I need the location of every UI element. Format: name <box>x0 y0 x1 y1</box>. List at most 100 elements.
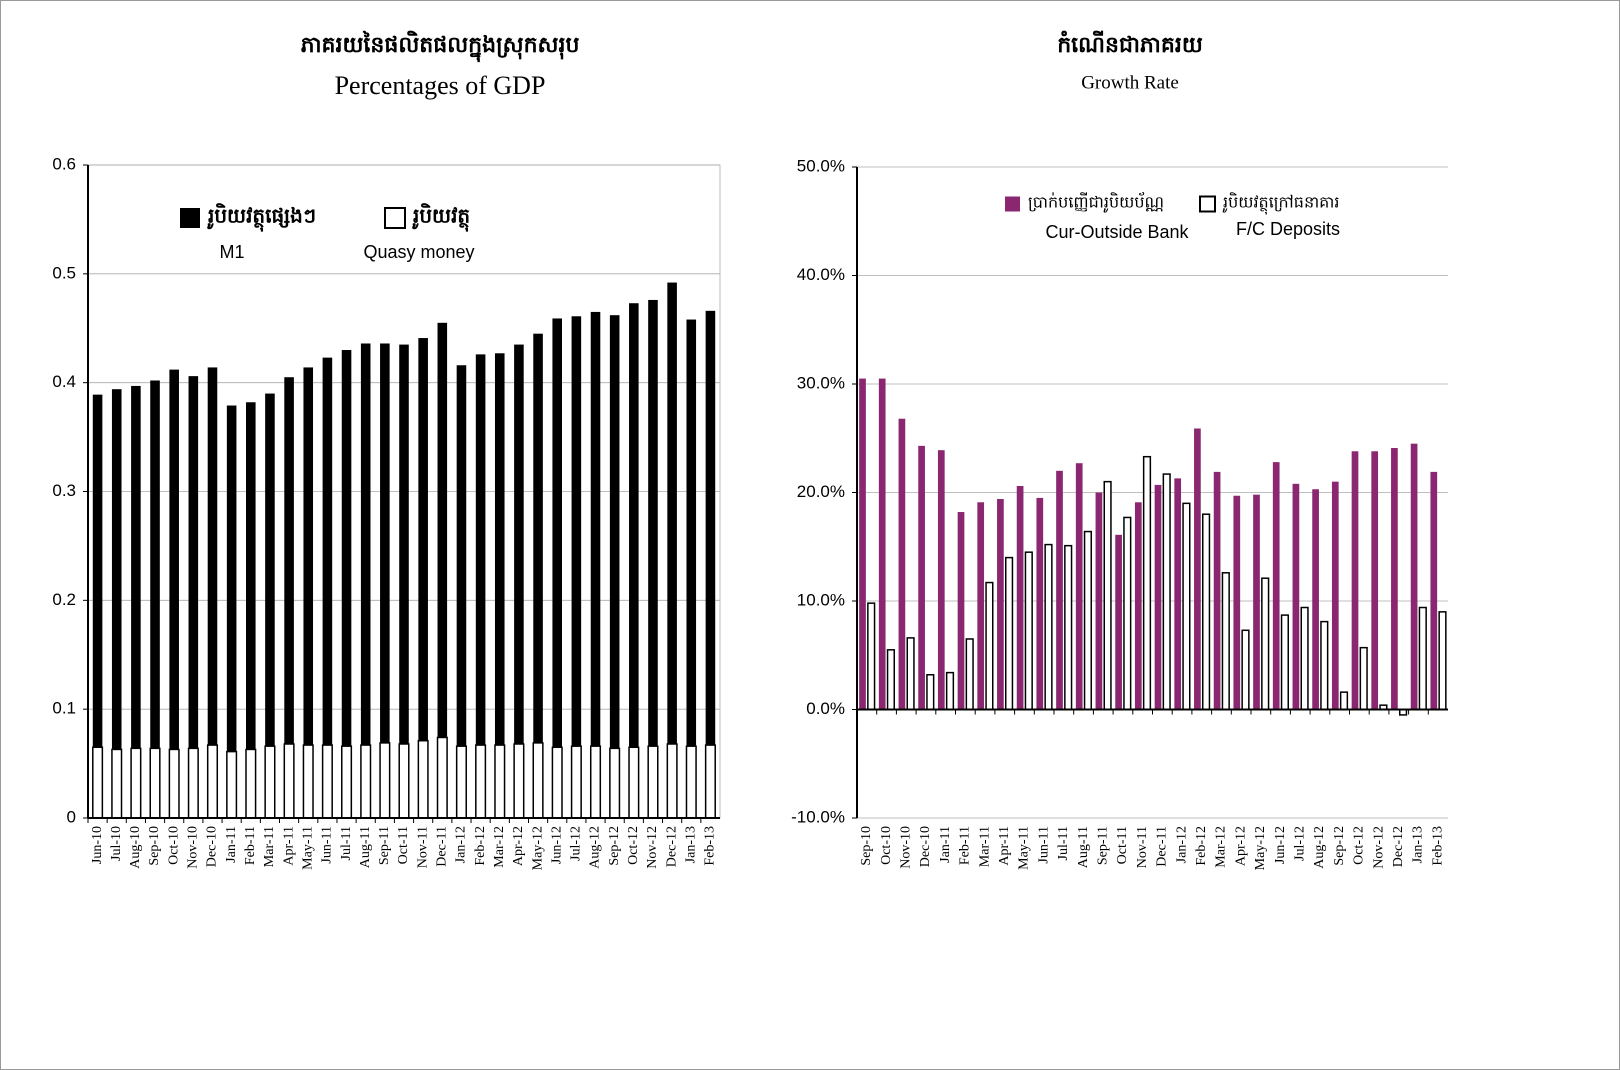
bar <box>898 418 906 710</box>
x-tick-label: Apr-11 <box>997 826 1012 866</box>
bar <box>245 748 257 819</box>
bar <box>514 344 524 744</box>
x-tick-label: Oct-10 <box>879 826 894 865</box>
bar <box>1134 502 1142 710</box>
bar <box>1351 451 1359 710</box>
bar <box>1036 497 1044 710</box>
bar <box>1320 620 1329 711</box>
bar <box>878 378 886 710</box>
x-tick-label: Feb-13 <box>703 826 718 866</box>
y-tick-label: 30.0% <box>797 373 845 392</box>
bar <box>918 445 925 710</box>
bar <box>945 671 955 711</box>
x-tick-label: Sep-10 <box>147 826 162 866</box>
bar <box>283 743 295 819</box>
bar <box>628 746 640 819</box>
bar <box>977 502 985 710</box>
y-tick-label: 0 <box>67 807 76 826</box>
bar <box>937 450 945 710</box>
y-tick-label: 0.5 <box>52 263 76 282</box>
chart-title: កំណើនជាភាគរយ <box>1057 30 1203 57</box>
x-tick-label: Feb-13 <box>1430 826 1445 866</box>
bar <box>1272 462 1280 710</box>
legend-label-en: Cur-Outside Bank <box>1045 222 1189 242</box>
x-tick-label: Aug-11 <box>1076 826 1091 868</box>
bar <box>1410 443 1418 710</box>
y-tick-label: -10.0% <box>791 807 845 826</box>
bar <box>418 338 428 741</box>
chart-subtitle: Growth Rate <box>1081 72 1179 93</box>
x-tick-label: Jul-11 <box>1056 826 1071 860</box>
bar <box>957 512 965 710</box>
bar <box>169 369 179 750</box>
x-tick-label: Nov-10 <box>898 826 913 869</box>
bar <box>303 367 314 746</box>
x-tick-label: Mar-12 <box>492 826 507 868</box>
bar <box>647 745 659 819</box>
bar <box>379 742 391 819</box>
bar <box>1221 572 1230 711</box>
chart-subtitle: Percentages of GDP <box>335 71 546 100</box>
bar <box>1261 577 1270 711</box>
x-tick-label: Dec-10 <box>918 826 933 867</box>
bar <box>1194 428 1201 710</box>
x-tick-label: Aug-11 <box>358 826 373 868</box>
bar <box>399 344 409 744</box>
bar <box>1044 543 1053 711</box>
bar <box>1064 544 1073 711</box>
x-tick-label: Aug-12 <box>588 826 603 869</box>
x-tick-label: Feb-12 <box>473 826 488 866</box>
x-tick-label: Aug-12 <box>1312 826 1327 869</box>
bar <box>965 638 974 711</box>
x-tick-label: Apr-12 <box>511 826 526 866</box>
x-tick-label: Jun-11 <box>320 826 335 864</box>
bar <box>685 745 697 819</box>
legend-label: ប្រាក់បញ្ញើជារូបិយប័ណ្ណ <box>1028 192 1164 214</box>
y-tick-label: 0.2 <box>52 590 76 609</box>
bar <box>859 378 866 710</box>
bar <box>131 385 141 749</box>
x-tick-label: Jan-13 <box>683 826 698 863</box>
bar <box>111 748 123 819</box>
bar <box>1339 691 1349 711</box>
y-tick-label: 50.0% <box>797 156 845 175</box>
bar <box>168 748 180 819</box>
bar <box>1233 495 1241 710</box>
y-tick-label: 0.0% <box>806 699 845 718</box>
bar <box>609 747 621 819</box>
x-tick-label: Dec-12 <box>664 826 679 867</box>
x-tick-label: Dec-12 <box>1391 826 1406 867</box>
x-tick-label: Mar-12 <box>1214 826 1229 868</box>
y-tick-label: 40.0% <box>797 265 845 284</box>
y-tick-label: 0.3 <box>52 481 76 500</box>
bar <box>1142 455 1152 711</box>
x-tick-label: Jan-12 <box>1174 826 1189 863</box>
bar <box>705 310 716 746</box>
x-tick-label: Sep-11 <box>1095 826 1110 865</box>
bar <box>1154 484 1162 710</box>
bar <box>532 742 544 819</box>
bar <box>1371 451 1379 710</box>
bar <box>1182 502 1191 711</box>
bar <box>1241 629 1250 711</box>
x-tick-label: Feb-11 <box>958 826 973 865</box>
x-tick-label: Nov-12 <box>1371 826 1386 869</box>
bar <box>475 354 486 746</box>
y-tick-label: 20.0% <box>797 482 845 501</box>
bar <box>1312 489 1319 710</box>
x-tick-label: Dec-11 <box>1155 826 1170 867</box>
legend-label-en: M1 <box>219 242 244 262</box>
bar <box>92 746 104 819</box>
x-tick-label: Oct-12 <box>1352 826 1367 865</box>
bar <box>1083 530 1092 711</box>
x-tick-label: Oct-12 <box>626 826 641 865</box>
bar <box>360 744 372 819</box>
x-tick-label: Jan-13 <box>1411 826 1426 863</box>
bar <box>867 602 876 711</box>
bar <box>926 674 935 711</box>
bar <box>886 649 895 711</box>
x-tick-label: Jun-10 <box>90 826 105 864</box>
bar <box>1103 480 1112 711</box>
legend-swatch <box>1005 196 1020 212</box>
